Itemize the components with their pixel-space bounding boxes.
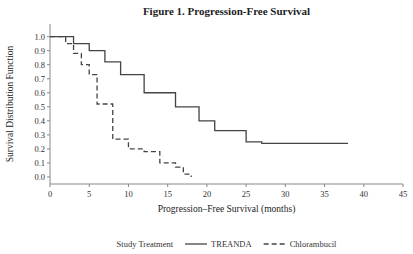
y-tick-label: 0.1: [34, 158, 45, 168]
y-tick: [47, 92, 50, 93]
y-tick-label: 0.2: [34, 144, 45, 154]
x-tick-label: 35: [320, 189, 329, 199]
x-tick: [246, 184, 247, 187]
title: Figure 1. Progression-Free Survival: [143, 5, 310, 17]
y-tick-label: 0.5: [34, 102, 45, 112]
plot-area: [50, 37, 348, 177]
y-tick-label: 1.0: [34, 32, 45, 42]
x-tick-label: 0: [48, 189, 52, 199]
y-tick: [47, 176, 50, 177]
x-axis: [50, 184, 403, 185]
y-tick: [47, 134, 50, 135]
legend-swatch: [264, 243, 286, 244]
y-tick: [47, 50, 50, 51]
x-tick-label: 10: [124, 189, 133, 199]
x-tick: [324, 184, 325, 187]
x-tick: [285, 184, 286, 187]
y-tick-label: 0.3: [34, 130, 45, 140]
x-axis-label: Progression–Free Survival (months): [158, 204, 296, 215]
y-tick: [47, 120, 50, 121]
x-tick-label: 45: [399, 189, 408, 199]
chart: Figure 1. Progression-Free Survival 0.0 0.…: [0, 0, 413, 254]
series-line: [50, 37, 348, 144]
x-tick: [128, 184, 129, 187]
x-tick: [50, 184, 51, 187]
x-tick: [403, 184, 404, 187]
y-tick: [47, 162, 50, 163]
y-tick-label: 0.8: [34, 60, 45, 70]
legend-label: Chlorambucil: [290, 239, 337, 249]
y-tick: [47, 78, 50, 79]
y-tick-label: 0.9: [34, 46, 45, 56]
y-tick-label: 0.4: [34, 116, 45, 126]
y-tick: [47, 106, 50, 107]
legend: Study Treatment TREANDA Chlorambucil: [117, 239, 337, 249]
x-tick-label: 40: [360, 189, 369, 199]
x-tick-label: 20: [203, 189, 212, 199]
y-tick: [47, 36, 50, 37]
legend-label: TREANDA: [211, 239, 252, 249]
y-axis-label: Survival Distribution Function: [5, 45, 15, 162]
x-tick: [167, 184, 168, 187]
y-tick: [47, 64, 50, 65]
x-tick: [89, 184, 90, 187]
series-line: [50, 37, 191, 177]
y-tick: [47, 148, 50, 149]
x-tick: [363, 184, 364, 187]
y-tick-label: 0.0: [34, 172, 45, 182]
y-tick-label: 0.6: [34, 88, 45, 98]
legend-title: Study Treatment: [117, 239, 174, 249]
x-tick-label: 15: [163, 189, 172, 199]
x-tick-label: 5: [87, 189, 91, 199]
x-tick-label: 30: [281, 189, 290, 199]
legend-swatch: [185, 243, 207, 244]
x-tick: [206, 184, 207, 187]
y-axis: [50, 24, 51, 184]
y-tick-label: 0.7: [34, 74, 45, 84]
x-tick-label: 25: [242, 189, 251, 199]
